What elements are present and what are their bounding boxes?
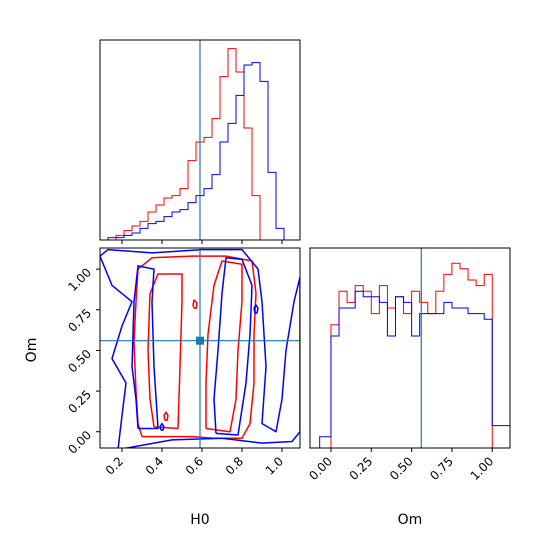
contour-blue-level-4 [159, 422, 165, 431]
om-histogram-xtick-label-3: 0.75 [427, 454, 456, 483]
contour-blue-level-1 [131, 265, 159, 430]
om-histogram-frame [309, 247, 511, 449]
contour-xtick-label-1: 0.4 [143, 454, 166, 477]
contour-xtick-label-0: 0.2 [103, 454, 126, 477]
contour-red-level-3 [163, 411, 169, 422]
h0-histogram-frame [99, 39, 301, 241]
contour-red-level-4 [192, 299, 198, 309]
om-histogram-series-red-step [322, 262, 501, 449]
contour-xtick-label-4: 1.0 [263, 454, 286, 477]
contour-red-level-1 [147, 273, 183, 430]
contour-ytick-label-2: 0.50 [65, 347, 94, 376]
contour-ytick-label-4: 1.00 [65, 265, 94, 294]
contour-xtick-label-2: 0.6 [183, 454, 206, 477]
om-histogram-xtick-label-2: 0.50 [387, 454, 416, 483]
contour-ytick-label-1: 0.25 [65, 387, 94, 416]
contour-xtick-label-3: 0.8 [223, 454, 246, 477]
y-axis-label-om: Om [24, 338, 40, 363]
contour-ytick-label-3: 0.75 [65, 306, 94, 335]
contour-lines-group [100, 248, 300, 448]
h0-histogram-panel [99, 39, 301, 244]
h0-om-contour-panel: 0.2 0.4 0.6 0.8 1.0 0.00 0.25 0.50 0.75 1.00 [65, 247, 301, 478]
x-axis-label-om: Om [398, 512, 423, 528]
om-histogram-xtick-label-0: 0.00 [306, 454, 335, 483]
contour-truth-marker [196, 336, 204, 345]
contour-frame [99, 247, 301, 449]
contour-ytick-label-0: 0.00 [65, 428, 94, 457]
contour-blue-level-0 [100, 248, 300, 448]
om-histogram-panel: 0.00 0.25 0.50 0.75 1.00 [306, 247, 511, 483]
contour-blue-level-2 [213, 257, 253, 436]
om-histogram-xtick-label-1: 0.25 [347, 454, 376, 483]
om-histogram-xtick-label-4: 1.00 [468, 454, 497, 483]
contour-blue-level-3 [253, 304, 259, 314]
contour-red-level-2 [205, 260, 243, 433]
om-histogram-series-blue-step [310, 290, 511, 449]
x-axis-label-h0: H0 [190, 512, 209, 528]
h0-histogram-series-red-step [100, 48, 300, 241]
